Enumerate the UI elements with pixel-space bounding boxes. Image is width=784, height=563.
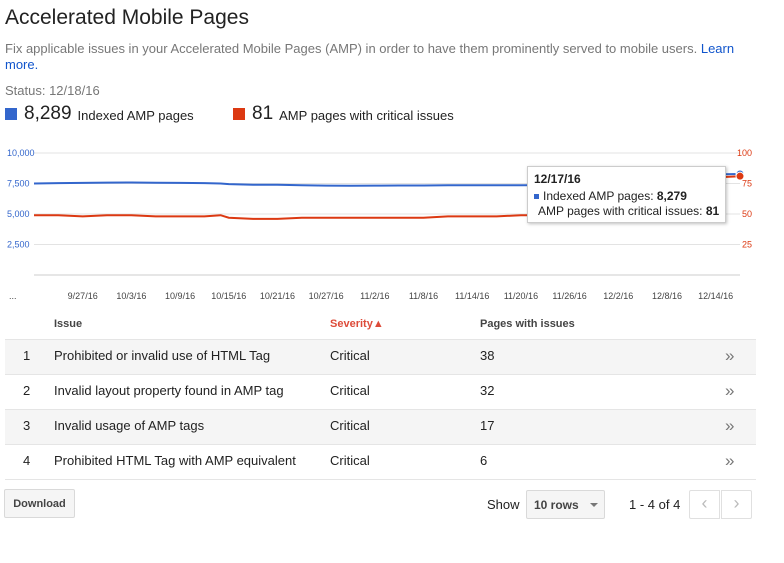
x-tick-label: 11/20/16 (504, 291, 538, 301)
issues-table: Issue Severity▲ Pages with issues 1 Proh… (5, 311, 756, 480)
row-severity: Critical (330, 453, 370, 468)
y-right-tick-label: 100 (737, 148, 752, 158)
tooltip-date: 12/17/16 (534, 172, 581, 186)
x-tick-label: 9/27/16 (68, 291, 98, 301)
double-chevron-right-icon[interactable]: » (725, 381, 735, 400)
page-title: Accelerated Mobile Pages (5, 6, 249, 29)
legend-critical[interactable]: 81 AMP pages with critical issues (233, 103, 454, 125)
tooltip-indexed-swatch (534, 193, 539, 199)
tooltip-critical-value: 81 (705, 204, 720, 218)
previous-page-button[interactable]: ‹ (689, 490, 720, 519)
row-issue: Prohibited or invalid use of HTML Tag (54, 348, 271, 363)
severity-header-label: Severity (330, 318, 373, 330)
table-row[interactable]: 4 Prohibited HTML Tag with AMP equivalen… (5, 445, 756, 480)
x-tick-label: 10/15/16 (211, 291, 246, 301)
y-right-tick-label: 50 (742, 209, 752, 219)
row-index: 2 (23, 383, 31, 398)
intro-text: Fix applicable issues in your Accelerate… (5, 41, 755, 73)
tooltip-indexed-label: Indexed AMP pages: (543, 189, 654, 203)
x-tick-label: 12/14/16 (698, 291, 733, 301)
double-chevron-right-icon[interactable]: » (725, 416, 735, 435)
row-index: 3 (23, 418, 31, 433)
tooltip-row-critical: AMP pages with critical issues: 81 (534, 204, 719, 218)
status-text: Status: 12/18/16 (5, 83, 100, 98)
row-index: 4 (23, 453, 31, 468)
y-left-tick-label: 10,000 (7, 148, 35, 158)
rows-per-page-select[interactable]: 10 rows (526, 490, 605, 519)
chevron-left-icon: ‹ (701, 493, 708, 513)
x-tick-label: 12/8/16 (652, 291, 682, 301)
row-pages: 17 (480, 418, 495, 433)
chevron-right-icon: › (733, 493, 740, 513)
chart-tooltip: 12/17/16 Indexed AMP pages: 8,279 AMP pa… (527, 166, 726, 223)
y-right-tick-label: 25 (742, 240, 752, 250)
row-issue: Invalid layout property found in AMP tag (54, 383, 284, 398)
row-index: 1 (23, 348, 31, 363)
row-pages: 38 (480, 348, 495, 363)
col-header-pages[interactable]: Pages with issues (480, 318, 575, 330)
y-left-tick-label: 7,500 (7, 179, 30, 189)
series-point (735, 171, 745, 181)
double-chevron-right-icon[interactable]: » (725, 451, 735, 470)
legend-critical-swatch (233, 108, 245, 120)
x-tick-label: 11/26/16 (552, 291, 586, 301)
col-header-severity[interactable]: Severity▲ (330, 318, 384, 330)
indexed-count: 8,289 (24, 103, 72, 124)
indexed-label: Indexed AMP pages (77, 107, 194, 123)
double-chevron-right-icon[interactable]: » (725, 346, 735, 365)
x-tick-label: 10/27/16 (309, 291, 344, 301)
tooltip-row-indexed: Indexed AMP pages: 8,279 (534, 189, 719, 203)
pagination-range: 1 - 4 of 4 (629, 497, 681, 512)
show-label: Show (487, 497, 520, 512)
row-pages: 32 (480, 383, 495, 398)
critical-count: 81 (252, 103, 274, 124)
x-tick-label: 11/8/16 (409, 291, 438, 301)
legend-indexed[interactable]: 8,289 Indexed AMP pages (5, 103, 194, 125)
x-tick-label: 10/3/16 (116, 291, 146, 301)
sort-ascending-icon: ▲ (372, 318, 384, 330)
table-row[interactable]: 3 Invalid usage of AMP tags Critical 17 … (5, 410, 756, 445)
x-tick-label: 11/14/16 (455, 291, 489, 301)
row-severity: Critical (330, 348, 370, 363)
x-tick-label: 10/9/16 (165, 291, 195, 301)
row-severity: Critical (330, 418, 370, 433)
row-pages: 6 (480, 453, 488, 468)
download-button[interactable]: Download (4, 489, 75, 518)
row-issue: Prohibited HTML Tag with AMP equivalent (54, 453, 296, 468)
learn-more-link[interactable]: Learn more. (5, 41, 735, 72)
x-tick-label: ... (9, 291, 17, 301)
x-tick-label: 10/21/16 (260, 291, 295, 301)
tooltip-indexed-value: 8,279 (656, 189, 687, 203)
table-row[interactable]: 2 Invalid layout property found in AMP t… (5, 375, 756, 410)
x-tick-label: 12/2/16 (603, 291, 633, 301)
y-right-tick-label: 75 (742, 179, 752, 189)
dropdown-caret-icon (590, 503, 598, 507)
x-tick-label: 11/2/16 (360, 291, 389, 301)
row-severity: Critical (330, 383, 370, 398)
intro-description: Fix applicable issues in your Accelerate… (5, 41, 698, 56)
col-header-issue[interactable]: Issue (54, 318, 83, 330)
issues-table-header: Issue Severity▲ Pages with issues (5, 311, 756, 340)
legend-indexed-swatch (5, 108, 17, 120)
critical-label: AMP pages with critical issues (279, 107, 454, 123)
table-row[interactable]: 1 Prohibited or invalid use of HTML Tag … (5, 340, 756, 375)
next-page-button[interactable]: › (721, 490, 752, 519)
amp-trend-chart[interactable]: 10,000 100 7,500 75 5,000 50 2,500 25... 9/27/16… (0, 140, 760, 305)
rows-per-page-value: 10 rows (534, 498, 579, 512)
y-left-tick-label: 5,000 (7, 209, 30, 219)
y-left-tick-label: 2,500 (7, 240, 30, 250)
tooltip-critical-label: AMP pages with critical issues: (538, 204, 703, 218)
row-issue: Invalid usage of AMP tags (54, 418, 205, 433)
